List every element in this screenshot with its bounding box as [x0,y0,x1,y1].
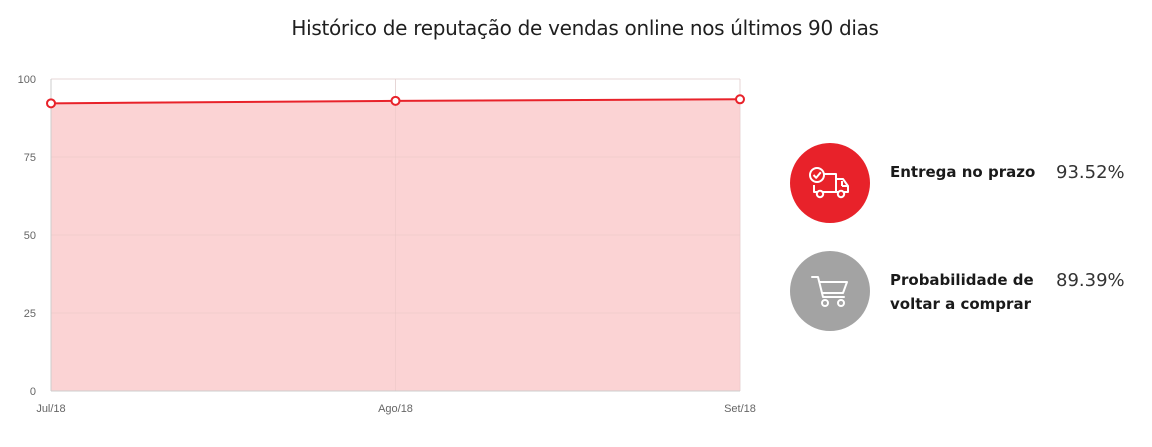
cart-badge [790,251,870,331]
data-point [735,94,745,105]
stat-label-line-2: voltar a comprar [890,295,1031,313]
data-point [390,95,401,106]
shopping-cart-icon [811,276,848,307]
y-tick-label: 50 [24,230,36,242]
data-point [46,98,56,109]
stat-label: Entrega no prazo [890,163,1036,181]
y-tick-label: 75 [24,152,36,164]
y-tick-label: 100 [18,74,36,86]
y-tick-label: 25 [24,308,36,320]
page-title: Histórico de reputação de vendas online … [291,16,879,40]
y-tick-label: 0 [30,386,36,398]
stat-label: Probabilidade de voltar a comprar [890,268,1034,316]
x-tick-label: Jul/18 [36,403,65,415]
stat-value: 89.39% [1056,270,1125,291]
reputation-area-chart: 0 25 50 75 100 Jul/18 Ago/18 Set/18 [18,74,756,415]
stat-repurchase-probability: Probabilidade de voltar a comprar 89.39% [790,251,1150,331]
x-tick-label: Ago/18 [378,403,413,415]
stat-value: 93.52% [1056,162,1125,183]
stat-on-time-delivery: Entrega no prazo 93.52% [790,143,1150,223]
delivery-truck-icon [809,167,849,199]
stat-label-line-1: Probabilidade de [890,271,1034,289]
x-tick-label: Set/18 [724,403,756,415]
delivery-badge [790,143,870,223]
